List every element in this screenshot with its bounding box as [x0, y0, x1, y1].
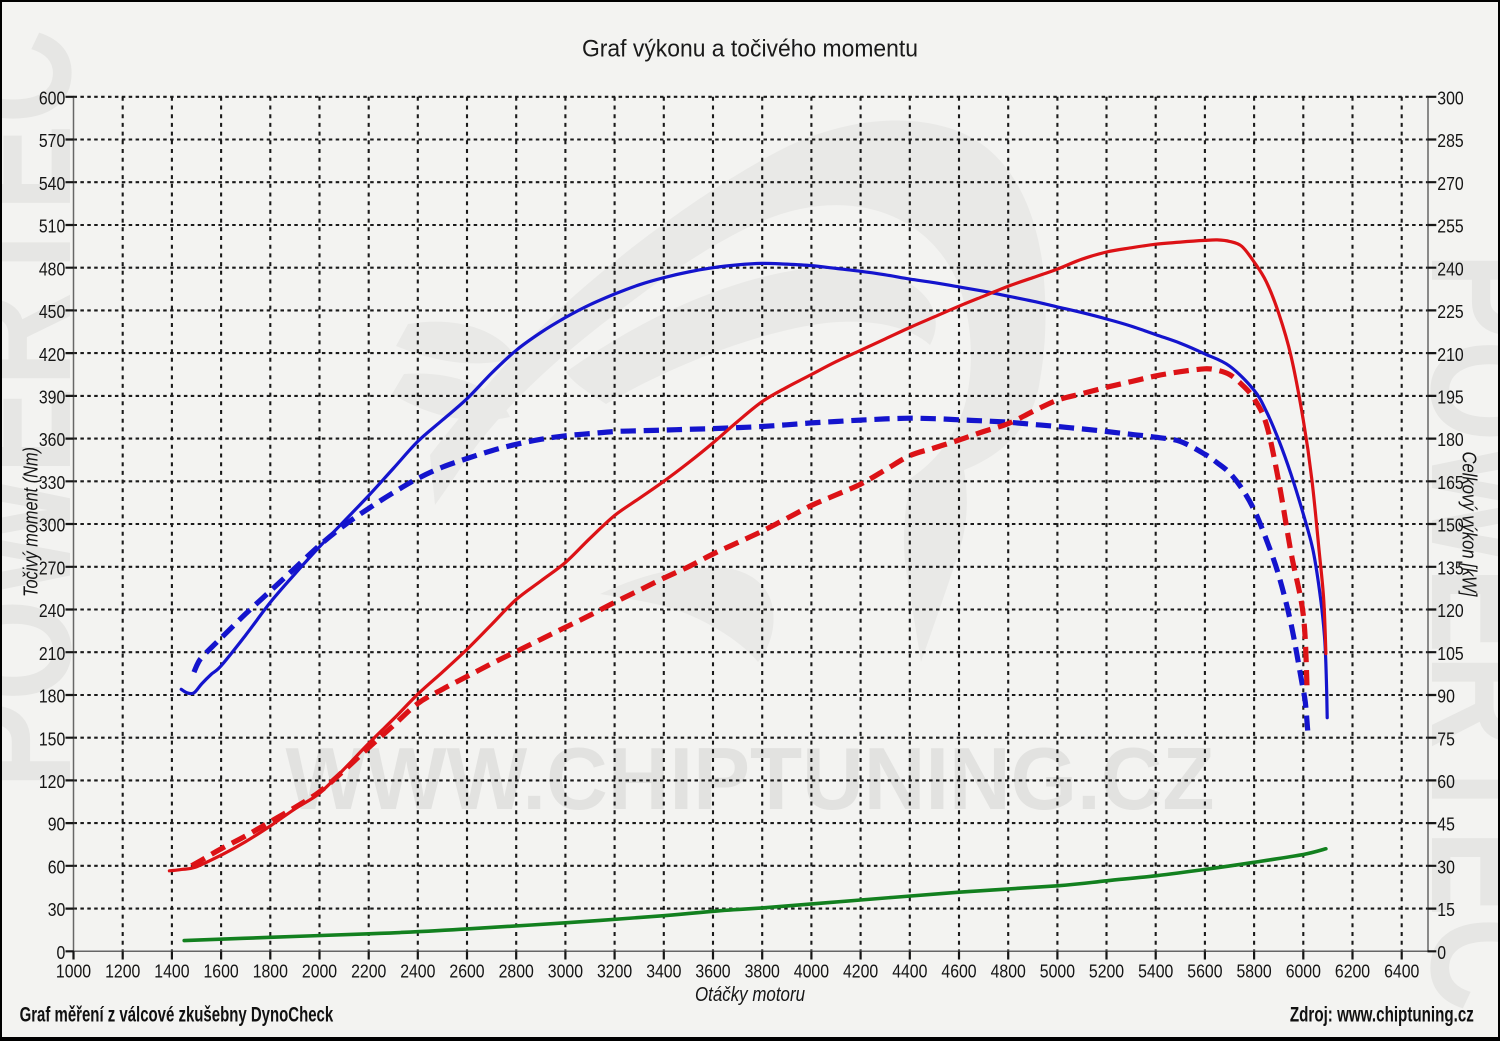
svg-text:5200: 5200: [1089, 961, 1124, 981]
svg-text:2000: 2000: [302, 961, 337, 981]
svg-text:510: 510: [39, 217, 65, 237]
svg-text:6000: 6000: [1286, 961, 1321, 981]
svg-text:3600: 3600: [695, 961, 730, 981]
svg-text:2400: 2400: [400, 961, 435, 981]
svg-text:105: 105: [1437, 644, 1463, 664]
svg-text:600: 600: [39, 88, 65, 108]
svg-text:420: 420: [39, 345, 65, 365]
svg-text:4600: 4600: [941, 961, 976, 981]
svg-text:Celkový výkon [kW]: Celkový výkon [kW]: [1458, 452, 1480, 597]
svg-text:5600: 5600: [1187, 961, 1222, 981]
svg-text:180: 180: [1437, 430, 1463, 450]
svg-text:3200: 3200: [597, 961, 632, 981]
svg-text:0: 0: [57, 943, 66, 963]
svg-text:195: 195: [1437, 388, 1463, 408]
svg-text:270: 270: [1437, 174, 1463, 194]
svg-text:240: 240: [1437, 259, 1463, 279]
svg-text:390: 390: [39, 388, 65, 408]
svg-text:0: 0: [1437, 943, 1446, 963]
svg-text:540: 540: [39, 174, 65, 194]
svg-text:150: 150: [39, 729, 65, 749]
svg-text:1200: 1200: [105, 961, 140, 981]
svg-text:5000: 5000: [1040, 961, 1075, 981]
svg-text:75: 75: [1437, 729, 1455, 749]
svg-text:480: 480: [39, 259, 65, 279]
svg-text:6400: 6400: [1384, 961, 1419, 981]
svg-text:Graf měření z válcové zkušebny: Graf měření z válcové zkušebny DynoCheck: [20, 1004, 334, 1027]
svg-text:90: 90: [1437, 687, 1455, 707]
svg-text:180: 180: [39, 687, 65, 707]
svg-text:2600: 2600: [449, 961, 484, 981]
svg-text:270: 270: [39, 558, 65, 578]
svg-text:5400: 5400: [1138, 961, 1173, 981]
svg-text:POWERTEC: POWERTEC: [0, 29, 105, 789]
svg-text:210: 210: [39, 644, 65, 664]
svg-text:1000: 1000: [56, 961, 91, 981]
svg-text:330: 330: [39, 473, 65, 493]
svg-text:3800: 3800: [745, 961, 780, 981]
svg-text:285: 285: [1437, 131, 1463, 151]
svg-text:135: 135: [1437, 558, 1463, 578]
svg-text:300: 300: [1437, 88, 1463, 108]
svg-text:Otáčky motoru: Otáčky motoru: [695, 984, 805, 1006]
svg-text:4200: 4200: [843, 961, 878, 981]
svg-text:1800: 1800: [253, 961, 288, 981]
svg-text:WWW.CHIPTUNING.CZ: WWW.CHIPTUNING.CZ: [286, 729, 1215, 828]
svg-text:1400: 1400: [154, 961, 189, 981]
svg-text:3000: 3000: [548, 961, 583, 981]
svg-text:60: 60: [48, 857, 66, 877]
svg-text:90: 90: [48, 815, 66, 835]
svg-text:30: 30: [1437, 857, 1455, 877]
svg-text:4800: 4800: [991, 961, 1026, 981]
svg-text:225: 225: [1437, 302, 1463, 322]
svg-text:165: 165: [1437, 473, 1463, 493]
svg-text:300: 300: [39, 516, 65, 536]
svg-text:570: 570: [39, 131, 65, 151]
svg-text:6200: 6200: [1335, 961, 1370, 981]
svg-text:15: 15: [1437, 900, 1455, 920]
svg-text:120: 120: [1437, 601, 1463, 621]
svg-text:30: 30: [48, 900, 66, 920]
svg-text:2200: 2200: [351, 961, 386, 981]
svg-text:360: 360: [39, 430, 65, 450]
svg-text:4000: 4000: [794, 961, 829, 981]
svg-text:120: 120: [39, 772, 65, 792]
svg-text:255: 255: [1437, 217, 1463, 237]
svg-text:60: 60: [1437, 772, 1455, 792]
svg-text:3400: 3400: [646, 961, 681, 981]
svg-text:4400: 4400: [892, 961, 927, 981]
svg-text:Točivý moment (Nm): Točivý moment (Nm): [21, 447, 43, 597]
svg-text:2800: 2800: [499, 961, 534, 981]
svg-text:450: 450: [39, 302, 65, 322]
svg-text:POWERTEC: POWERTEC: [1397, 252, 1500, 1012]
svg-text:Zdroj: www.chiptuning.cz: Zdroj: www.chiptuning.cz: [1290, 1004, 1474, 1027]
svg-text:150: 150: [1437, 516, 1463, 536]
svg-text:240: 240: [39, 601, 65, 621]
svg-text:210: 210: [1437, 345, 1463, 365]
svg-text:45: 45: [1437, 815, 1455, 835]
svg-text:1600: 1600: [204, 961, 239, 981]
svg-text:5800: 5800: [1237, 961, 1272, 981]
svg-text:Graf výkonu a točivého momentu: Graf výkonu a točivého momentu: [582, 36, 918, 63]
